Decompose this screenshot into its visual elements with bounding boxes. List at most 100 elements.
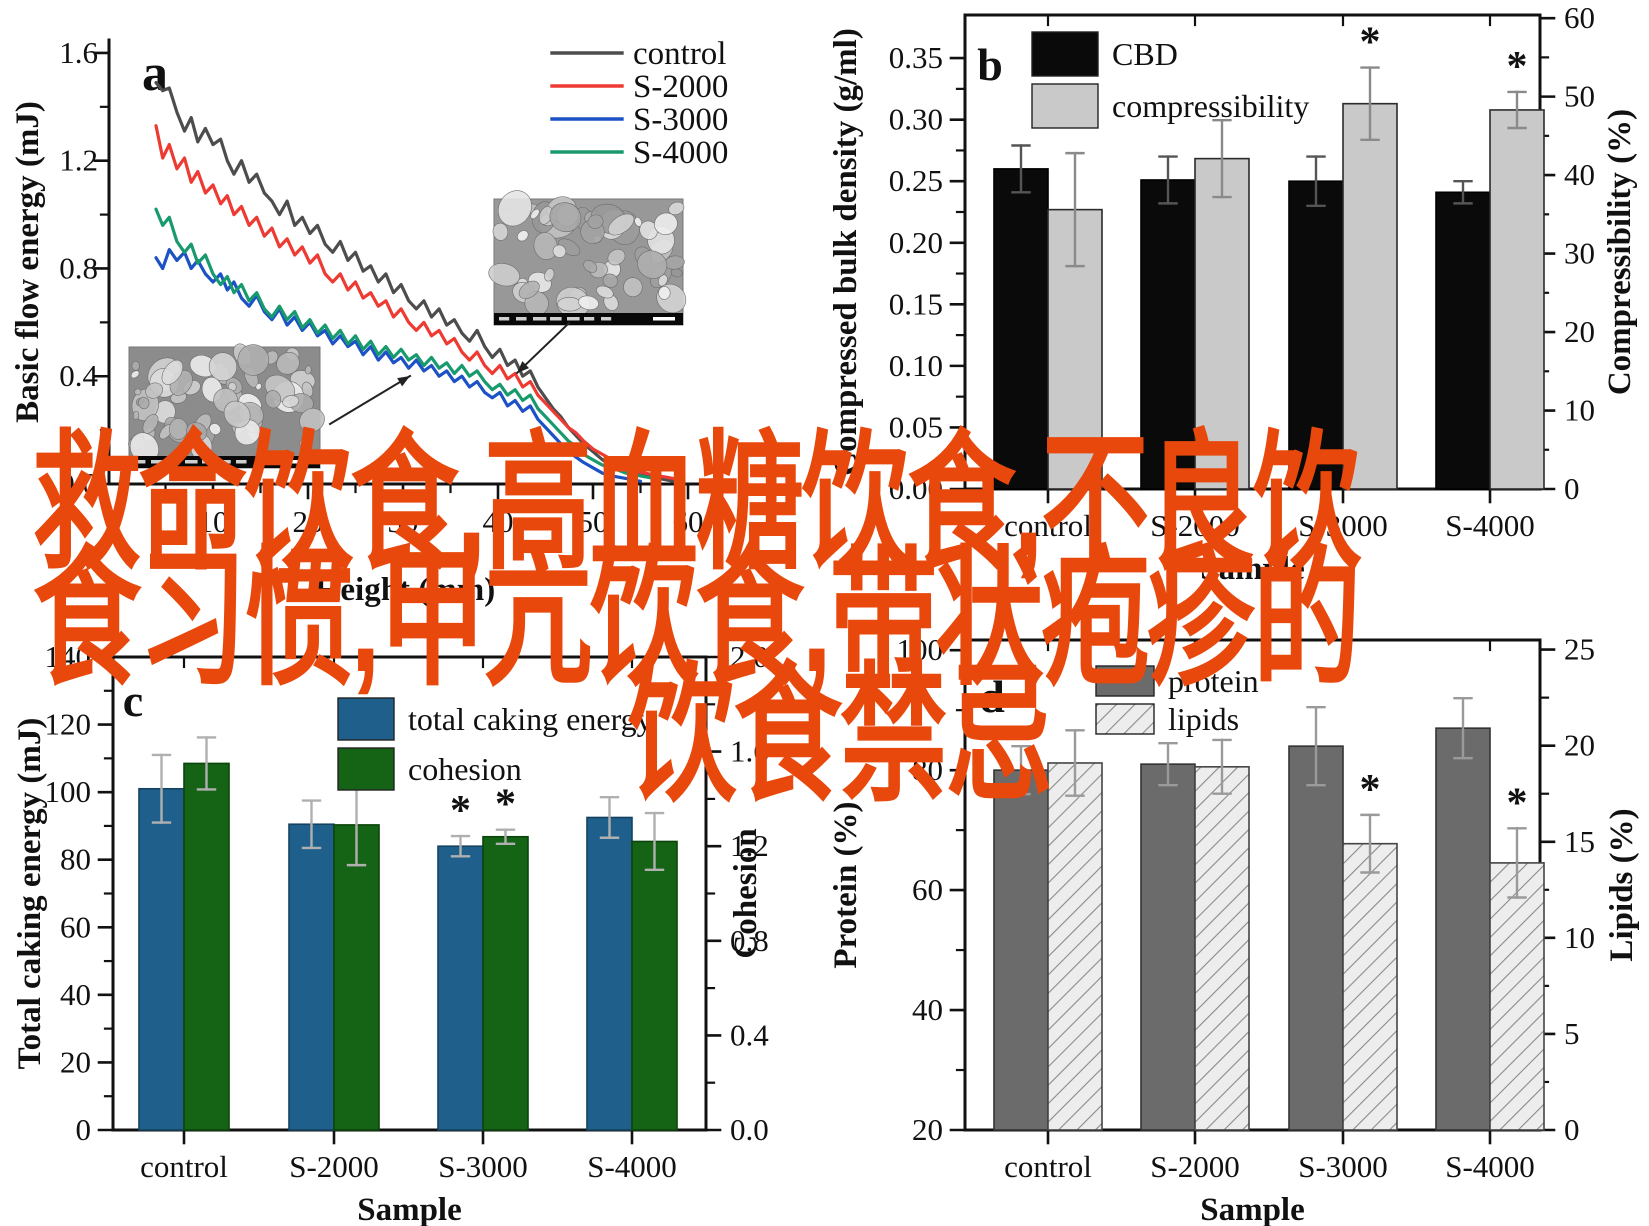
panel-letter-d: d xyxy=(979,671,1005,722)
category-label: S-3000 xyxy=(1298,508,1388,543)
legend-label: S-3000 xyxy=(633,102,728,138)
tick-label: 0.0 xyxy=(730,1112,769,1147)
tick-label: 0.4 xyxy=(730,1017,769,1052)
sem-particle xyxy=(282,395,300,408)
sem-particle xyxy=(596,285,614,299)
legend-swatch-lipids xyxy=(1095,703,1155,735)
watermark-line-1: 救命饮食,高血糖饮食,不良饮 xyxy=(33,419,1361,587)
tick-label: 40 xyxy=(1564,157,1595,192)
tick-label: 10 xyxy=(198,504,229,539)
sem-particle xyxy=(557,296,582,312)
sem-particle xyxy=(134,388,142,396)
legend-label: protein xyxy=(1168,663,1259,699)
sem-particle xyxy=(299,408,325,433)
sem-particle xyxy=(223,400,251,428)
panel-b: 0.00 0.05 0.10 0.15 0.20 0.25 0.30 0.35 0 10 20 30 4… xyxy=(828,0,1638,587)
legend-label: total caking energy xyxy=(408,701,653,737)
tick-label: 20 xyxy=(1564,314,1595,349)
sem-particle xyxy=(623,277,643,298)
sem-caption-glyphs xyxy=(584,317,595,321)
sem-particle xyxy=(578,295,599,311)
sem-particle xyxy=(533,232,558,261)
y-axis-title-right: Compressibility (%) xyxy=(1602,109,1638,395)
sem-particle xyxy=(132,410,140,420)
significance-star: * xyxy=(1360,20,1381,66)
y-axis-title-left: Protein (%) xyxy=(828,801,864,968)
category-label: control xyxy=(1004,508,1092,543)
sem-particle xyxy=(607,248,626,266)
series-line-S-2000 xyxy=(154,124,676,481)
sem-particle xyxy=(161,359,184,385)
tick-label: 10 xyxy=(1564,393,1595,428)
legend-swatch-compressibility xyxy=(1031,83,1099,129)
tick-label: 0.0 xyxy=(59,466,98,501)
bar-lipids-control xyxy=(1047,762,1103,1131)
sem-particle xyxy=(668,201,685,216)
sem-particle xyxy=(276,351,300,375)
tick-label: 50 xyxy=(1564,79,1595,114)
tick-label: 0 xyxy=(1564,1112,1580,1147)
tick-label: 2.0 xyxy=(730,639,769,674)
legend-label: control xyxy=(633,36,726,72)
panel-a: 0.0 0.4 0.8 1.2 1.6 10 20 30 40 50 60 Height (mm) Ba… xyxy=(10,35,728,608)
category-label: S-3000 xyxy=(438,1149,528,1184)
sem-particle xyxy=(658,286,671,300)
bar-CBD-control xyxy=(993,168,1049,490)
tick-label: 0.30 xyxy=(889,102,943,137)
legend-label: lipids xyxy=(1168,701,1239,737)
sem-particle xyxy=(602,273,618,288)
tick-label: 1.2 xyxy=(59,143,98,178)
y-axis-title-right: Cohesion xyxy=(728,828,764,958)
tick-label: 0.8 xyxy=(59,250,98,285)
bar-cohesion-S-4000 xyxy=(631,840,678,1131)
legend-label: compressibility xyxy=(1112,88,1309,124)
sem-particle xyxy=(497,190,532,227)
tick-label: 80 xyxy=(912,752,943,787)
tick-label: 0.05 xyxy=(889,409,943,444)
sem-particle xyxy=(131,360,140,371)
sem-particle xyxy=(530,208,540,220)
bar-protein-S-3000 xyxy=(1288,745,1344,1131)
tick-label: 30 xyxy=(388,504,419,539)
watermark-line-3: 饮食禁忌 xyxy=(628,651,1054,819)
sem-caption-glyphs xyxy=(533,317,547,321)
bar-CBD-S-4000 xyxy=(1435,191,1491,490)
bar-protein-S-4000 xyxy=(1435,727,1491,1131)
sem-particle xyxy=(255,383,262,391)
sem-particle xyxy=(298,438,307,446)
sem-particle xyxy=(209,423,221,435)
sem-particle xyxy=(145,382,164,399)
bar-compressibility-S-3000 xyxy=(1342,102,1398,490)
tick-label: 0 xyxy=(1564,471,1580,506)
sem-particle xyxy=(657,274,668,287)
x-axis-title: Sample xyxy=(357,1192,462,1226)
bar-lipids-S-2000 xyxy=(1194,766,1250,1131)
category-label: control xyxy=(140,1149,228,1184)
tick-label: 5 xyxy=(1564,1016,1580,1051)
sem-caption-glyphs xyxy=(550,317,562,321)
tick-label: 60 xyxy=(912,872,943,907)
sem-particle xyxy=(518,280,540,300)
tick-label: 0.10 xyxy=(889,348,943,383)
tick-label: 80 xyxy=(60,842,91,877)
legend-label: CBD xyxy=(1112,36,1178,72)
bar-total caking energy-control xyxy=(138,787,185,1131)
tick-label: 40 xyxy=(483,504,514,539)
tick-label: 0.25 xyxy=(889,163,943,198)
sem-particle xyxy=(544,268,555,282)
series-line-S-3000 xyxy=(154,248,643,483)
sem-inset-right xyxy=(488,190,687,326)
watermark-line-2: 食习惯,甲亢饮食,带状疱疹的 xyxy=(33,535,1361,703)
significance-star: * xyxy=(450,788,471,834)
bar-cohesion-control xyxy=(183,762,230,1131)
sem-caption-glyphs xyxy=(202,460,216,464)
legend-swatch-cohesion xyxy=(337,747,395,791)
tick-label: 20 xyxy=(1564,728,1595,763)
panel-letter-c: c xyxy=(123,675,143,726)
tick-label: 20 xyxy=(60,1044,91,1079)
tick-label: 15 xyxy=(1564,824,1595,859)
bar-lipids-S-3000 xyxy=(1342,842,1398,1131)
category-label: S-4000 xyxy=(1445,508,1535,543)
significance-star: * xyxy=(1360,767,1381,813)
